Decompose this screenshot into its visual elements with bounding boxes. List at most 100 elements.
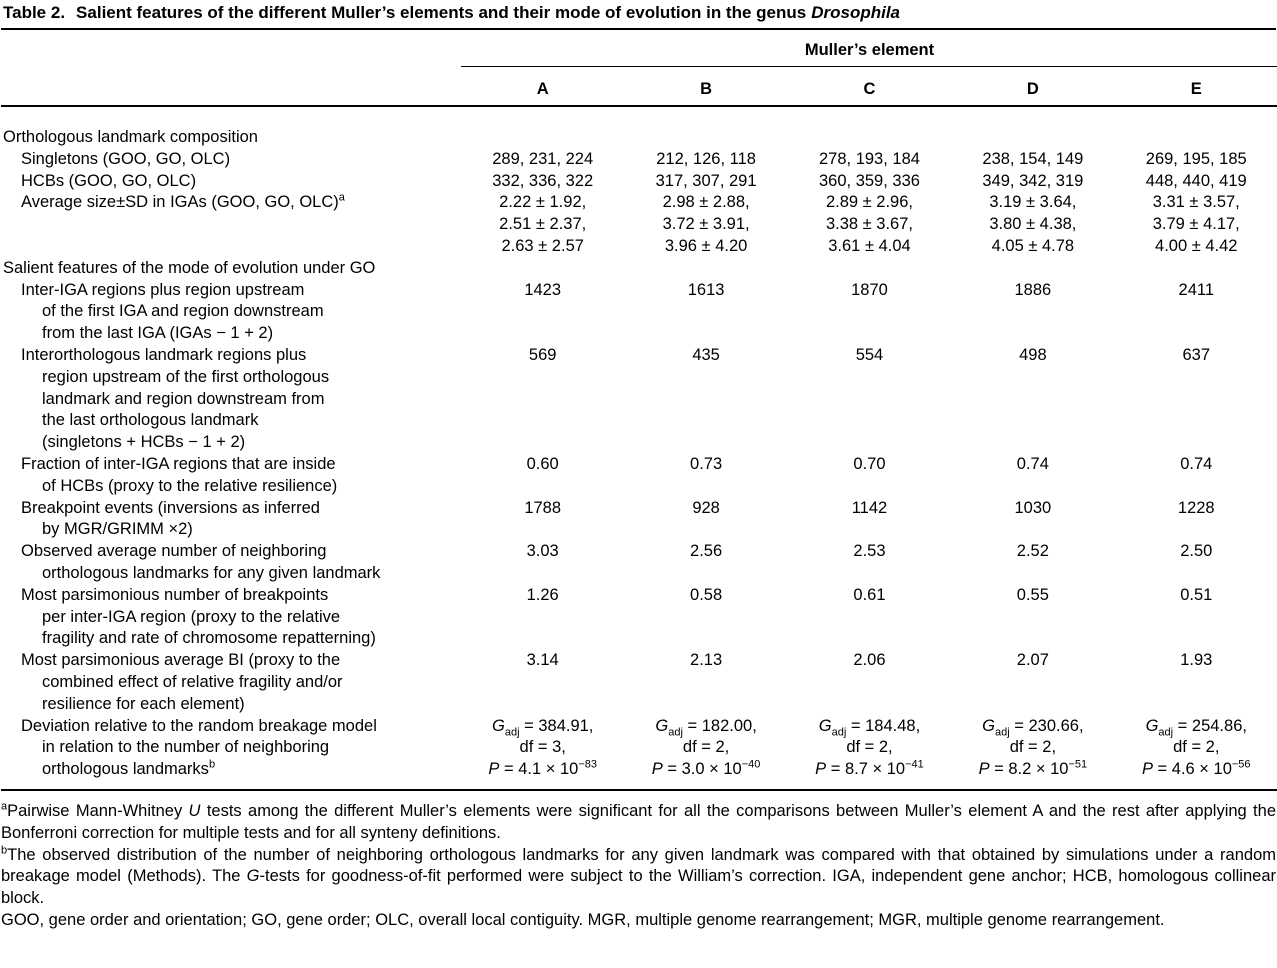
table-body: Orthologous landmark composition Singleto… <box>1 106 1277 791</box>
value-line: 0.51 <box>1180 585 1213 604</box>
value-line: 2.52 <box>1016 542 1049 561</box>
data-row: Interorthologous landmark regions plus re… <box>1 345 1277 454</box>
value-line: 349, 342, 319 <box>982 171 1084 190</box>
value-cell: 2.56 <box>624 541 787 585</box>
value-line: P = 4.6 × 10−56 <box>1141 758 1251 779</box>
value-line: 1886 <box>1014 280 1052 299</box>
value-cell: 498 <box>951 345 1114 454</box>
data-row: Inter-IGA regions plus region upstream of… <box>1 280 1277 345</box>
value-line: 4.05 ± 4.78 <box>991 236 1075 255</box>
value-cell: Gadj = 182.00, df = 2, P = 3.0 × 10−40 <box>624 715 788 791</box>
value-cell: 637 <box>1115 345 1277 454</box>
value-line: df = 3, <box>519 738 566 757</box>
value-cell: 2411 <box>1115 280 1277 345</box>
value-line: 1.93 <box>1180 651 1213 670</box>
value-line: 3.72 ± 3.91, <box>662 215 750 234</box>
value-cell: Gadj = 230.66, df = 2, P = 8.2 × 10−51 <box>951 715 1115 791</box>
value-line: df = 2, <box>1173 738 1220 757</box>
row-label: HCBs (GOO, GO, OLC) <box>1 171 461 193</box>
row-label: Most parsimonious average BI (proxy to t… <box>1 650 461 715</box>
section-label: Salient features of the mode of evolutio… <box>3 258 376 277</box>
row-label: Interorthologous landmark regions plus re… <box>1 345 461 454</box>
table-number: Table 2. <box>3 3 66 22</box>
value-line: 1613 <box>687 280 725 299</box>
value-cell: 2.89 ± 2.96, 3.38 ± 3.67, 3.61 ± 4.04 <box>788 192 951 257</box>
value-cell: 360, 359, 336 <box>788 171 951 193</box>
value-cell: 1.26 <box>461 585 624 650</box>
value-line: 3.31 ± 3.57, <box>1152 193 1240 212</box>
data-row: Fraction of inter-IGA regions that are i… <box>1 454 1277 498</box>
row-label-line: region upstream of the first orthologous <box>42 367 330 386</box>
value-line: P = 8.7 × 10−41 <box>815 758 924 779</box>
data-row: Observed average number of neighboring or… <box>1 541 1277 585</box>
row-label-line: from the last IGA (IGAs − 1 + 2) <box>42 324 274 343</box>
value-cell: 554 <box>788 345 951 454</box>
row-label-line: Observed average number of neighboring <box>21 542 327 561</box>
data-row: Most parsimonious average BI (proxy to t… <box>1 650 1277 715</box>
value-line: 3.14 <box>526 651 559 670</box>
row-label: Average size±SD in IGAs (GOO, GO, OLC)a <box>1 192 461 257</box>
value-cell: 2.50 <box>1115 541 1277 585</box>
value-cell: 3.31 ± 3.57, 3.79 ± 4.17, 4.00 ± 4.42 <box>1115 192 1277 257</box>
row-label-line: per inter-IGA region (proxy to the relat… <box>42 607 341 626</box>
row-label-line: resilience for each element) <box>42 694 245 713</box>
value-cell: 0.74 <box>1115 454 1277 498</box>
value-cell: 3.19 ± 3.64, 3.80 ± 4.38, 4.05 ± 4.78 <box>951 192 1114 257</box>
value-cell: 435 <box>624 345 787 454</box>
value-line: P = 8.2 × 10−51 <box>978 758 1088 779</box>
value-cell: Gadj = 184.48, df = 2, P = 8.7 × 10−41 <box>787 715 952 791</box>
value-line: 1142 <box>851 498 888 517</box>
value-line: 1.26 <box>526 585 559 604</box>
row-label-line: landmark and region downstream from <box>42 389 325 408</box>
value-cell: 1228 <box>1115 498 1277 542</box>
value-cell: 1886 <box>951 280 1114 345</box>
row-label-line: Interorthologous landmark regions plus <box>21 345 307 364</box>
row-label-line: Average size±SD in IGAs (GOO, GO, OLC)a <box>21 191 345 212</box>
value-line: df = 2, <box>846 738 893 757</box>
footnotes: aPairwise Mann-Whitney U tests among the… <box>1 791 1276 932</box>
value-cell: 3.14 <box>461 650 624 715</box>
section-row: Orthologous landmark composition <box>1 106 1277 149</box>
value-cell: 0.51 <box>1115 585 1277 650</box>
row-label-line: combined effect of relative fragility an… <box>42 672 343 691</box>
value-cell: 1142 <box>788 498 951 542</box>
value-cell: 238, 154, 149 <box>951 149 1114 171</box>
value-cell: 569 <box>461 345 624 454</box>
value-cell: 0.61 <box>788 585 951 650</box>
value-cell: Gadj = 254.86, df = 2, P = 4.6 × 10−56 <box>1114 715 1277 791</box>
value-line: 238, 154, 149 <box>982 149 1084 168</box>
row-label-line: Deviation relative to the random breakag… <box>21 716 377 735</box>
value-cell: 2.52 <box>951 541 1114 585</box>
value-line: 1870 <box>851 280 888 299</box>
row-label-line: of the first IGA and region downstream <box>42 302 324 321</box>
value-line: Gadj = 184.48, <box>818 716 921 738</box>
value-cell: 332, 336, 322 <box>461 171 624 193</box>
value-line: df = 2, <box>682 738 730 757</box>
value-line: Gadj = 384.91, <box>492 716 594 738</box>
value-cell: 1030 <box>951 498 1114 542</box>
value-line: 2.07 <box>1016 651 1049 670</box>
value-line: 3.03 <box>526 542 559 561</box>
row-label-line: (singletons + HCBs − 1 + 2) <box>42 433 246 452</box>
value-line: 2.89 ± 2.96, <box>825 193 913 212</box>
table-2-page: Table 2. Salient features of the differen… <box>1 3 1277 932</box>
column-header-a: A <box>461 66 625 107</box>
value-line: Gadj = 230.66, <box>982 716 1084 738</box>
row-label: Deviation relative to the random breakag… <box>1 715 461 791</box>
value-cell: 0.74 <box>951 454 1114 498</box>
value-line: 269, 195, 185 <box>1145 149 1247 168</box>
value-line: 2.13 <box>690 651 723 670</box>
value-cell: 349, 342, 319 <box>951 171 1114 193</box>
row-label-line: Singletons (GOO, GO, OLC) <box>21 149 231 168</box>
value-line: 3.80 ± 4.38, <box>989 215 1077 234</box>
footnote: bThe observed distribution of the number… <box>1 844 1276 908</box>
value-line: 317, 307, 291 <box>655 171 757 190</box>
column-header-d: D <box>951 66 1115 107</box>
table-title-text: Salient features of the different Muller… <box>76 3 807 22</box>
value-cell: 1870 <box>788 280 951 345</box>
value-line: 360, 359, 336 <box>819 171 920 190</box>
value-line: 2.53 <box>853 542 886 561</box>
value-line: 0.55 <box>1016 585 1049 604</box>
row-label-line: Most parsimonious average BI (proxy to t… <box>21 651 341 670</box>
row-label-line: Breakpoint events (inversions as inferre… <box>21 498 320 517</box>
